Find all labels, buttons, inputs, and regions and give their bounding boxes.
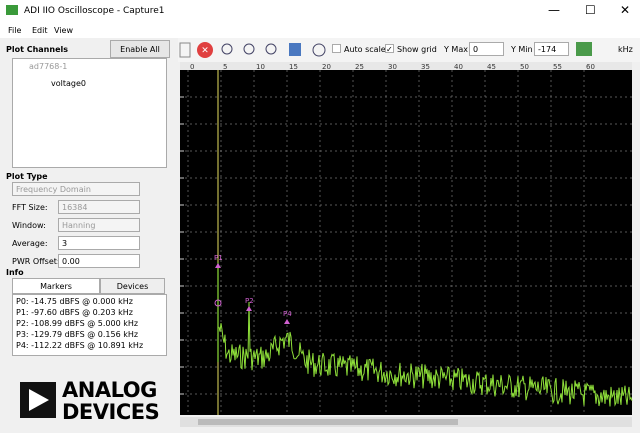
toolbar-icons: ✕ bbox=[179, 42, 326, 58]
x-axis-label: 60 bbox=[586, 63, 595, 71]
tab[interactable]: Devices bbox=[100, 278, 165, 294]
marker-readout: P4: -112.22 dBFS @ 10.891 kHz bbox=[16, 341, 144, 350]
checkbox[interactable] bbox=[332, 44, 341, 53]
maximize[interactable]: ☐ bbox=[585, 3, 596, 17]
field-value[interactable]: 3 bbox=[58, 236, 140, 250]
logo-text: ANALOG bbox=[62, 378, 157, 402]
field-value[interactable]: 0.00 bbox=[58, 254, 140, 268]
svg-text:✕: ✕ bbox=[201, 46, 209, 56]
close[interactable]: ✕ bbox=[620, 3, 631, 17]
checkbox-label: Auto scale bbox=[344, 45, 386, 54]
section-heading: Info bbox=[6, 268, 24, 277]
x-axis-label: 20 bbox=[322, 63, 331, 71]
x-axis-label: 5 bbox=[223, 63, 227, 71]
marker-label: P1 bbox=[214, 254, 223, 262]
logo-text: DEVICES bbox=[62, 400, 160, 424]
menu-bar: File Edit View bbox=[0, 22, 640, 38]
export-icon[interactable] bbox=[576, 42, 592, 56]
spectrum-plot: 0 5 10 15 20 25 30 35 40 45 50 55 60 P1 P2 P4 bbox=[180, 62, 633, 427]
marker-readout: P0: -14.75 dBFS @ 0.000 kHz bbox=[16, 297, 133, 306]
window-title: ADI IIO Oscilloscope - Capture1 bbox=[24, 6, 165, 16]
logo-mark bbox=[20, 382, 56, 418]
marker-label: P4 bbox=[283, 310, 292, 318]
y-max-input[interactable]: 0 bbox=[469, 42, 504, 56]
marker-readout: P1: -97.60 dBFS @ 0.203 kHz bbox=[16, 308, 133, 317]
domain-dropdown[interactable]: Frequency Domain bbox=[12, 182, 140, 196]
enable-all-button[interactable]: Enable All bbox=[110, 40, 170, 58]
scroll-thumb bbox=[198, 419, 458, 425]
marker-triangle bbox=[246, 306, 252, 311]
marker-readout: P2: -108.99 dBFS @ 5.000 kHz bbox=[16, 319, 139, 328]
menu-item[interactable]: View bbox=[54, 26, 73, 35]
menu-item[interactable]: File bbox=[8, 26, 22, 35]
marker-triangle bbox=[284, 319, 290, 324]
field-label: PWR Offset: bbox=[12, 257, 60, 266]
device-node[interactable]: ad7768-1 bbox=[29, 62, 68, 71]
logo-triangle bbox=[29, 389, 49, 411]
marker-label: P2 bbox=[245, 297, 254, 305]
x-axis-label: 45 bbox=[487, 63, 496, 71]
marker-readout: P3: -129.79 dBFS @ 0.156 kHz bbox=[16, 330, 139, 339]
input-label: Y Max bbox=[444, 45, 468, 54]
section-heading: Plot Channels bbox=[6, 45, 68, 54]
x-axis-label: 15 bbox=[289, 63, 298, 71]
field-label: Window: bbox=[12, 221, 46, 230]
x-axis-label: 10 bbox=[256, 63, 265, 71]
x-axis-label: 0 bbox=[190, 63, 194, 71]
checkbox[interactable]: ✓ bbox=[385, 44, 394, 54]
x-axis-label: 35 bbox=[421, 63, 430, 71]
spectrum-trace bbox=[218, 301, 633, 407]
marker-point bbox=[214, 299, 222, 307]
title-bar: ADI IIO Oscilloscope - Capture1 — ☐ ✕ bbox=[0, 0, 640, 22]
marker-triangle bbox=[215, 263, 221, 268]
channel-tree: ad7768-1 voltage0 bbox=[12, 58, 167, 168]
plot-area bbox=[180, 70, 632, 415]
tab[interactable]: Markers bbox=[12, 278, 100, 294]
y-min-input[interactable]: -174 bbox=[534, 42, 569, 56]
input-label: Y Min bbox=[511, 45, 533, 54]
minimize[interactable]: — bbox=[548, 3, 560, 17]
field-value[interactable]: Hanning bbox=[58, 218, 140, 232]
x-axis-label: 30 bbox=[388, 63, 397, 71]
field-label: Average: bbox=[12, 239, 48, 248]
toolbar: ✕ Auto scale ✓ Show grid Y Max 0 Y Min -… bbox=[178, 38, 640, 62]
axis-strip bbox=[180, 62, 632, 70]
section-heading: Plot Type bbox=[6, 172, 48, 181]
x-axis-label: 25 bbox=[355, 63, 364, 71]
unit-label: kHz bbox=[618, 45, 633, 54]
x-axis-label: 40 bbox=[454, 63, 463, 71]
app-icon bbox=[6, 5, 18, 15]
x-axis-label: 50 bbox=[520, 63, 529, 71]
menu-item[interactable]: Edit bbox=[32, 26, 48, 35]
channel-node[interactable]: voltage0 bbox=[51, 79, 86, 88]
marker-list: P0: -14.75 dBFS @ 0.000 kHz P1: -97.60 dB… bbox=[12, 294, 167, 356]
x-axis-label: 55 bbox=[553, 63, 562, 71]
checkbox-label: Show grid bbox=[397, 45, 437, 54]
field-value[interactable]: 16384 bbox=[58, 200, 140, 214]
field-label: FFT Size: bbox=[12, 203, 48, 212]
